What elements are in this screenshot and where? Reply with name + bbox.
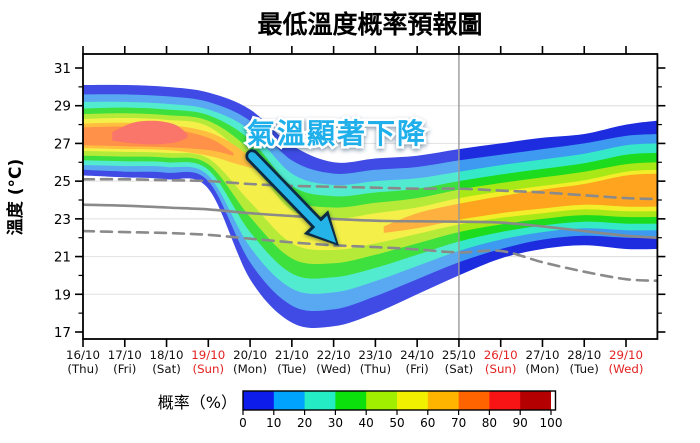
colorbar-segment [397, 391, 429, 410]
x-date-label: 25/10 [442, 348, 476, 362]
colorbar-tick-label: 90 [513, 416, 528, 430]
y-axis-label: 溫度 (°C) [5, 159, 26, 235]
x-weekday-label: (Wed) [316, 362, 351, 376]
annotation-text: 氣溫顯著下降 [247, 117, 427, 150]
x-date-label: 29/10 [609, 348, 643, 362]
colorbar-segment [243, 391, 275, 410]
colorbar-tick-label: 70 [451, 416, 466, 430]
colorbar-segment [520, 391, 552, 410]
colorbar-segment [273, 391, 305, 410]
colorbar-segment [366, 391, 398, 410]
y-tick-label: 25 [54, 174, 71, 190]
x-date-label: 21/10 [275, 348, 309, 362]
x-weekday-label: (Mon) [525, 362, 559, 376]
y-tick-label: 19 [54, 287, 71, 303]
left-wash-overlay [83, 54, 459, 339]
chart-title: 最低溫度概率預報圖 [257, 10, 482, 39]
y-tick-label: 17 [54, 325, 71, 341]
x-date-label: 22/10 [317, 348, 351, 362]
colorbar-tick-label: 100 [540, 416, 563, 430]
x-date-label: 19/10 [191, 348, 225, 362]
x-weekday-label: (Fri) [406, 362, 429, 376]
colorbar-tick-label: 40 [359, 416, 374, 430]
probability-band-60-70 [383, 173, 658, 233]
x-weekday-label: (Wed) [609, 362, 644, 376]
plot-border [82, 53, 659, 340]
y-tick-label: 29 [54, 99, 71, 115]
arrow-shaft [248, 152, 323, 230]
probability-band-80-90 [112, 120, 188, 145]
colorbar-tick-label: 50 [389, 416, 404, 430]
arrow-head [309, 215, 337, 243]
colorbar-label: 概率（%） [158, 393, 237, 412]
y-tick-label: 23 [54, 212, 71, 228]
x-weekday-label: (Sun) [485, 362, 517, 376]
x-weekday-label: (Tue) [277, 362, 306, 376]
reference-line-lower-normal-dashed [83, 229, 658, 282]
x-date-label: 27/10 [525, 348, 559, 362]
x-date-label: 16/10 [66, 348, 100, 362]
x-weekday-label: (Thu) [360, 362, 391, 376]
plot-frame: 312927252321191716/10(Thu)17/10(Fri)18/1… [54, 46, 666, 376]
colorbar-segment [304, 391, 336, 410]
y-tick-label: 27 [54, 136, 71, 152]
y-tick-label: 21 [54, 250, 71, 266]
temperature-drop-arrow [245, 149, 339, 246]
colorbar-segment [427, 391, 459, 410]
x-weekday-label: (Sat) [445, 362, 474, 376]
x-date-label: 28/10 [567, 348, 601, 362]
colorbar-tick-label: 20 [297, 416, 312, 430]
x-weekday-label: (Sun) [192, 362, 224, 376]
plot-area [83, 54, 658, 339]
colorbar-tick-label: 10 [266, 416, 281, 430]
colorbar-tick-label: 30 [328, 416, 343, 430]
colorbar: 0 10 20 30 40 50 60 70 80 90 100 [239, 390, 563, 430]
x-date-label: 17/10 [108, 348, 142, 362]
reference-line-normal-mean-solid [83, 203, 658, 239]
x-weekday-label: (Sat) [152, 362, 181, 376]
colorbar-tick-label: 60 [420, 416, 435, 430]
y-tick-label: 31 [54, 61, 71, 77]
x-date-label: 26/10 [484, 348, 518, 362]
colorbar-segment [458, 391, 490, 410]
colorbar-segment [335, 391, 367, 410]
colorbar-tick-label: 80 [482, 416, 497, 430]
x-weekday-label: (Fri) [113, 362, 136, 376]
x-weekday-label: (Tue) [570, 362, 599, 376]
colorbar-end-cap [551, 391, 556, 410]
x-weekday-label: (Thu) [67, 362, 98, 376]
x-date-label: 24/10 [400, 348, 434, 362]
colorbar-tick-label: 0 [239, 416, 247, 430]
x-date-label: 23/10 [358, 348, 392, 362]
colorbar-border [242, 390, 557, 411]
x-date-label: 20/10 [233, 348, 267, 362]
reference-line-upper-normal-dashed [83, 177, 658, 201]
x-weekday-label: (Mon) [233, 362, 267, 376]
x-date-label: 18/10 [150, 348, 184, 362]
colorbar-segment [489, 391, 521, 410]
